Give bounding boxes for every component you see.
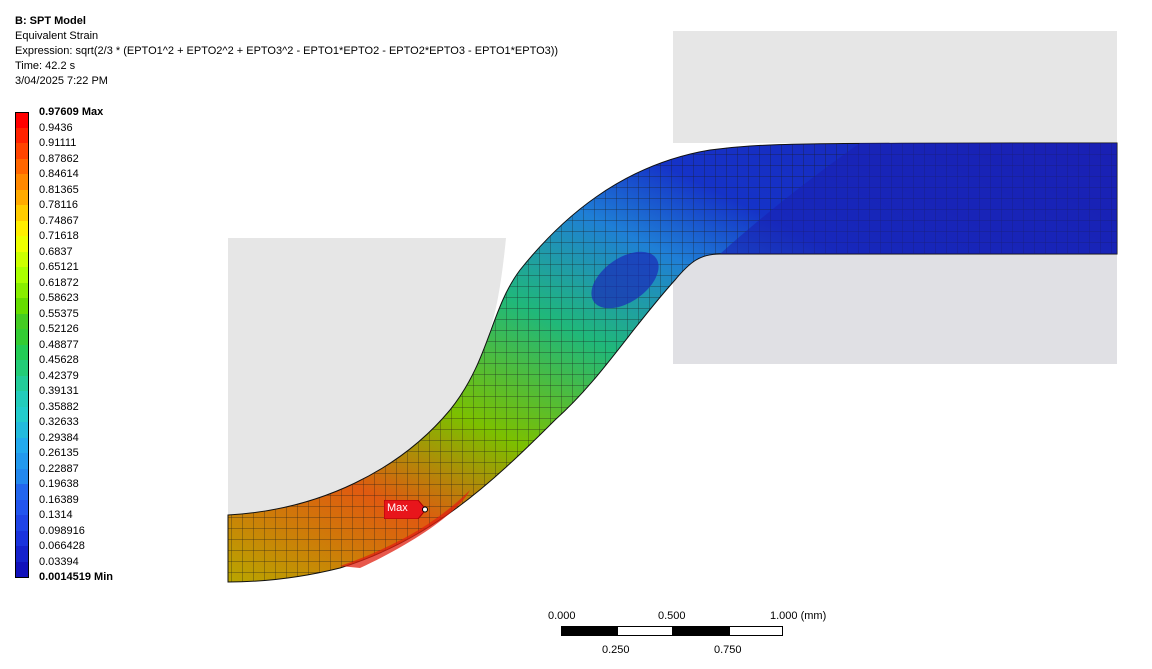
legend-label: 0.52126 <box>39 323 79 335</box>
legend-swatch <box>15 205 29 221</box>
color-legend[interactable]: 0.97609 Max 0.9436 0.91111 0.87862 0.84614 0.… <box>15 104 145 584</box>
legend-label: 0.48877 <box>39 338 79 351</box>
legend-max-label: 0.97609 Max <box>39 106 104 118</box>
legend-label: 0.74867 <box>39 214 79 227</box>
legend-label: 0.26135 <box>39 447 79 459</box>
legend-label: 0.65121 <box>39 261 79 273</box>
scale-segment-1 <box>561 626 617 636</box>
expression-text: Expression: sqrt(2/3 * (EPTO1^2 + EPTO2^… <box>15 45 559 57</box>
legend-swatch <box>15 391 29 407</box>
max-probe[interactable]: Max <box>383 499 428 520</box>
legend-min-label: 0.0014519 Min <box>39 571 113 583</box>
legend-label: 0.19638 <box>39 478 79 490</box>
legend-swatch <box>15 329 29 345</box>
legend-swatch <box>15 236 29 252</box>
legend-bottom-edge <box>15 577 29 578</box>
scale-segment-2 <box>617 626 673 636</box>
legend-label: 0.42379 <box>39 369 79 382</box>
legend-label: 0.91111 <box>39 137 77 149</box>
legend-swatch <box>15 127 29 143</box>
max-probe-flag <box>383 499 428 520</box>
legend-swatch <box>15 112 29 128</box>
date-text: 3/04/2025 7:22 PM <box>15 75 108 87</box>
legend-swatch <box>15 515 29 531</box>
legend-label: 0.098916 <box>39 524 85 537</box>
legend-swatch <box>15 344 29 360</box>
legend-label: 0.81365 <box>39 183 79 196</box>
legend-label: 0.16389 <box>39 493 79 506</box>
legend-label: 0.87862 <box>39 152 79 165</box>
scale-tick-1000: 1.000 (mm) <box>770 610 827 622</box>
legend-swatch <box>15 561 29 577</box>
punch <box>228 238 506 516</box>
legend-label: 0.58623 <box>39 292 79 304</box>
legend-label: 0.32633 <box>39 416 79 428</box>
legend-label: 0.39131 <box>39 385 79 397</box>
legend-swatch <box>15 282 29 298</box>
legend-label: 0.71618 <box>39 230 79 242</box>
legend-label: 0.35882 <box>39 400 79 413</box>
scale-tick-500: 0.500 <box>658 610 686 622</box>
min-strain-pocket <box>591 251 659 309</box>
legend-top-edge <box>15 112 29 113</box>
legend-label: 0.29384 <box>39 431 79 444</box>
legend-label: 0.6837 <box>39 245 73 258</box>
scale-tick-750: 0.750 <box>714 644 742 656</box>
low-strain-region <box>720 143 1117 254</box>
legend-label: 0.55375 <box>39 307 79 320</box>
legend-swatch <box>15 251 29 267</box>
result-header: B: SPT Model Equivalent Strain Expressio… <box>15 14 558 89</box>
legend-swatch <box>15 422 29 438</box>
legend-label: 0.066428 <box>39 540 85 552</box>
legend-swatch <box>15 375 29 391</box>
legend-label: 0.1314 <box>39 509 73 521</box>
scale-bar: 0.000 0.500 1.000 (mm) 0.250 0.750 <box>548 610 848 660</box>
legend-swatch <box>15 360 29 376</box>
legend-swatch <box>15 546 29 562</box>
result-name: Equivalent Strain <box>15 30 99 42</box>
legend-swatch <box>15 267 29 283</box>
legend-swatch <box>15 468 29 484</box>
legend-swatch <box>15 313 29 329</box>
max-probe-label: Max <box>387 502 408 514</box>
legend-swatch <box>15 484 29 500</box>
upper-die <box>673 31 1117 143</box>
scale-tick-0: 0.000 <box>548 610 576 622</box>
legend-swatch <box>15 143 29 159</box>
legend-swatch <box>15 298 29 314</box>
legend-label: 0.78116 <box>39 199 78 211</box>
scale-segment-4 <box>729 626 783 636</box>
legend-label: 0.03394 <box>39 555 79 568</box>
legend-label: 0.22887 <box>39 462 79 475</box>
legend-label: 0.61872 <box>39 276 79 289</box>
legend-swatch <box>15 453 29 469</box>
legend-swatch <box>15 174 29 190</box>
legend-swatch <box>15 437 29 453</box>
legend-swatch <box>15 158 29 174</box>
lower-die <box>673 254 1117 364</box>
legend-swatch <box>15 189 29 205</box>
legend-swatch <box>15 499 29 515</box>
scale-tick-250: 0.250 <box>602 644 630 656</box>
scale-segment-3 <box>673 626 729 636</box>
legend-label: 0.84614 <box>39 168 79 180</box>
legend-swatch <box>15 406 29 422</box>
time-text: Time: 42.2 s <box>15 60 76 72</box>
model-title: B: SPT Model <box>15 15 86 27</box>
legend-swatch <box>15 530 29 546</box>
legend-label: 0.45628 <box>39 354 79 366</box>
legend-swatch <box>15 220 29 236</box>
legend-label: 0.9436 <box>39 121 73 134</box>
